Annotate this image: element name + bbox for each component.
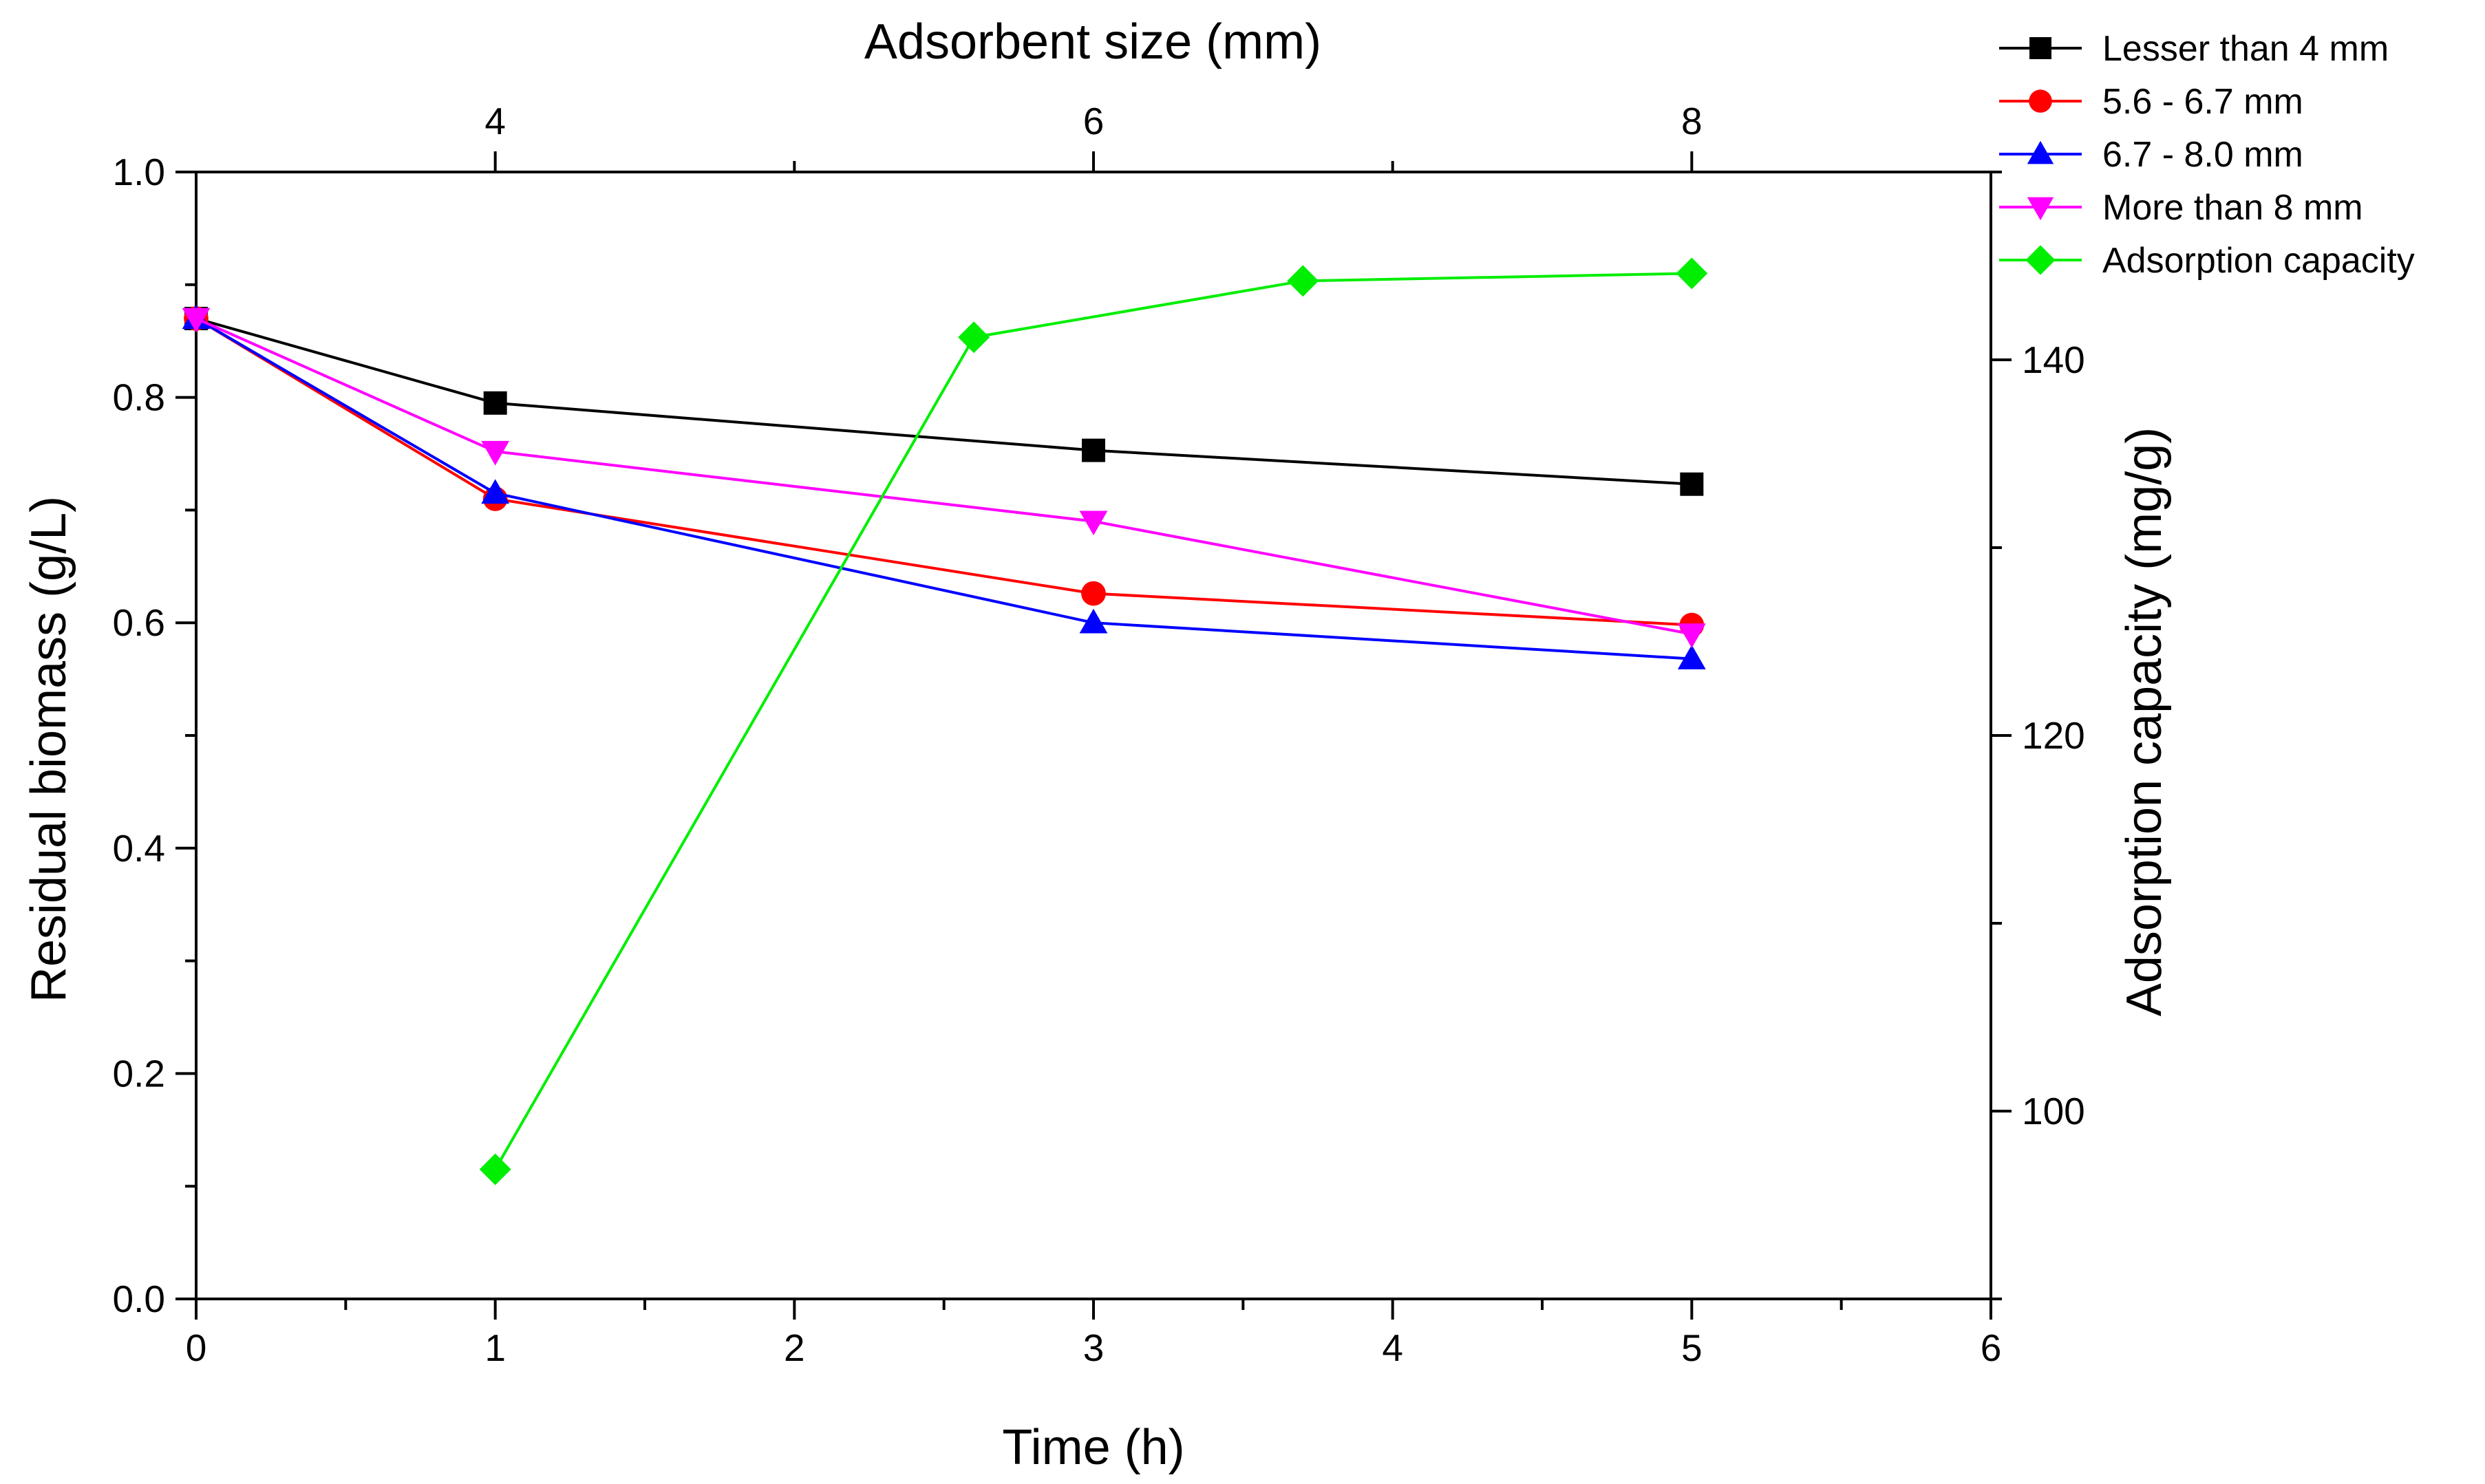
y-tick-label-right: 100 <box>2022 1090 2085 1132</box>
series-4 <box>182 308 1706 648</box>
legend-label: Adsorption capacity <box>2102 241 2415 281</box>
x-tick-label-top: 6 <box>1083 100 1105 142</box>
x-tick-label-bottom: 2 <box>784 1326 805 1369</box>
series-5 <box>479 257 1708 1185</box>
series-line <box>195 317 1692 636</box>
y-tick-label-right: 140 <box>2022 338 2085 381</box>
x-axis-title-top: Adsorbent size (mm) <box>864 14 1321 69</box>
legend: Lesser than 4 mm 5.6 - 6.7 mm 6.7 - 8.0 mm… <box>1999 29 2415 281</box>
y-axis-title-right: Adsorption capacity (mg/g) <box>2117 427 2172 1016</box>
data-point <box>958 321 990 354</box>
legend-label: Lesser than 4 mm <box>2102 29 2389 69</box>
y-tick-label-left: 0.8 <box>113 376 165 419</box>
legend-marker <box>2025 245 2056 275</box>
data-point <box>182 308 211 333</box>
x-tick-label-bottom: 5 <box>1681 1326 1703 1369</box>
series-line <box>195 317 1692 627</box>
y-tick-label-left: 1.0 <box>113 151 165 193</box>
data-point <box>1287 265 1319 297</box>
legend-label: More than 8 mm <box>2102 188 2363 228</box>
x-tick-label-bottom: 4 <box>1382 1326 1403 1369</box>
series-line <box>195 317 1692 660</box>
legend-marker <box>2027 197 2054 221</box>
series-1 <box>184 306 1704 496</box>
data-point <box>1677 623 1706 648</box>
data-point <box>1680 472 1704 496</box>
x-tick-label-bottom: 3 <box>1083 1326 1105 1369</box>
legend-item: Lesser than 4 mm <box>1999 29 2389 69</box>
y-tick-label-left: 0.0 <box>113 1278 165 1320</box>
legend-label: 6.7 - 8.0 mm <box>2102 135 2303 175</box>
data-point <box>1676 257 1708 290</box>
x-tick-label-top: 4 <box>484 100 506 142</box>
legend-item: 6.7 - 8.0 mm <box>1999 135 2303 175</box>
legend-marker <box>2029 89 2052 113</box>
x-axis-title-bottom: Time (h) <box>1002 1420 1184 1475</box>
series-line <box>493 272 1692 1170</box>
series-3 <box>182 304 1706 669</box>
data-point <box>483 391 507 415</box>
legend-marker <box>2027 140 2054 164</box>
data-point <box>479 1153 511 1185</box>
data-point <box>1079 510 1108 536</box>
legend-item: 5.6 - 6.7 mm <box>1999 82 2303 122</box>
x-tick-label-bottom: 0 <box>186 1326 207 1369</box>
y-tick-label-right: 120 <box>2022 714 2085 757</box>
x-tick-label-top: 8 <box>1681 100 1703 142</box>
x-tick-label-bottom: 6 <box>1981 1326 2002 1369</box>
legend-item: Adsorption capacity <box>1999 241 2415 281</box>
legend-label: 5.6 - 6.7 mm <box>2102 82 2303 122</box>
data-point <box>1677 645 1706 669</box>
series-line <box>195 317 1692 486</box>
data-point <box>1081 581 1106 606</box>
data-point <box>1079 608 1108 634</box>
legend-marker <box>2029 37 2051 59</box>
y-tick-label-left: 0.6 <box>113 601 165 644</box>
axes-group: 0 1 2 3 4 5 6 4 6 8 0.0 0.2 0.4 0.6 0.8 1.0 100 120 140 <box>113 100 2085 1369</box>
legend-item: More than 8 mm <box>1999 188 2363 228</box>
data-point <box>481 479 510 504</box>
y-tick-label-left: 0.2 <box>113 1052 165 1095</box>
series-group <box>182 257 1708 1185</box>
data-point <box>1082 438 1105 462</box>
data-point <box>481 440 510 466</box>
y-axis-title-left: Residual biomass (g/L) <box>21 496 76 1002</box>
x-tick-label-bottom: 1 <box>484 1326 506 1369</box>
y-tick-label-left: 0.4 <box>113 827 165 870</box>
